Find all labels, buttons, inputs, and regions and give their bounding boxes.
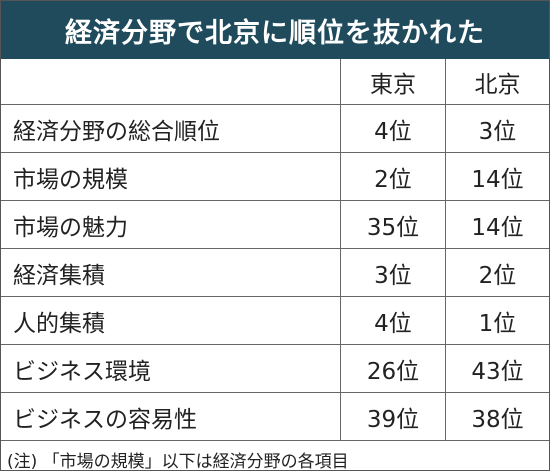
rank-cell: 4位 bbox=[341, 105, 446, 152]
rank-cell: 2位 bbox=[478, 262, 517, 289]
rank-cell: 35位 bbox=[341, 201, 446, 248]
rank-cell: 3位 bbox=[478, 118, 517, 145]
table-row: 人的集積 4位 1位 bbox=[1, 297, 549, 345]
rank-cell: 4位 bbox=[341, 297, 446, 344]
table-row: 経済分野の総合順位 4位 3位 bbox=[1, 105, 549, 153]
footnote: (注) 「市場の規模」以下は経済分野の各項目 bbox=[7, 452, 349, 472]
rank-cell: 14位 bbox=[471, 214, 524, 241]
table-row: 市場の規模 2位 14位 bbox=[1, 153, 549, 201]
column-header: 北京 bbox=[474, 71, 521, 98]
row-label: 人的集積 bbox=[1, 297, 341, 344]
table: 東京 北京 経済分野の総合順位 4位 3位 市場の規模 2位 14位 市場の魅力 35位 14位… bbox=[1, 59, 549, 441]
rank-cell: 39位 bbox=[341, 393, 446, 440]
title: 経済分野で北京に順位を抜かれた bbox=[1, 1, 549, 59]
table-row: 市場の魅力 35位 14位 bbox=[1, 201, 549, 249]
row-label: 市場の魅力 bbox=[1, 201, 341, 248]
table-row: ビジネス環境 26位 43位 bbox=[1, 345, 549, 393]
rank-cell: 26位 bbox=[341, 345, 446, 392]
rank-cell: 2位 bbox=[341, 153, 446, 200]
row-label: ビジネス環境 bbox=[1, 345, 341, 392]
table-row: 経済集積 3位 2位 bbox=[1, 249, 549, 297]
rank-cell: 43位 bbox=[471, 358, 524, 385]
row-label: 経済集積 bbox=[1, 249, 341, 296]
row-label: ビジネスの容易性 bbox=[1, 393, 341, 440]
row-label: 経済分野の総合順位 bbox=[1, 105, 341, 152]
table-row: ビジネスの容易性 39位 38位 bbox=[1, 393, 549, 441]
row-label: 市場の規模 bbox=[1, 153, 341, 200]
rank-cell: 1位 bbox=[478, 310, 517, 337]
rank-cell: 14位 bbox=[471, 166, 524, 193]
rank-cell: 3位 bbox=[341, 249, 446, 296]
header-row: 東京 北京 bbox=[1, 59, 549, 105]
corner-cell bbox=[1, 59, 341, 104]
rank-cell: 38位 bbox=[471, 406, 524, 433]
column-header: 東京 bbox=[341, 59, 446, 104]
